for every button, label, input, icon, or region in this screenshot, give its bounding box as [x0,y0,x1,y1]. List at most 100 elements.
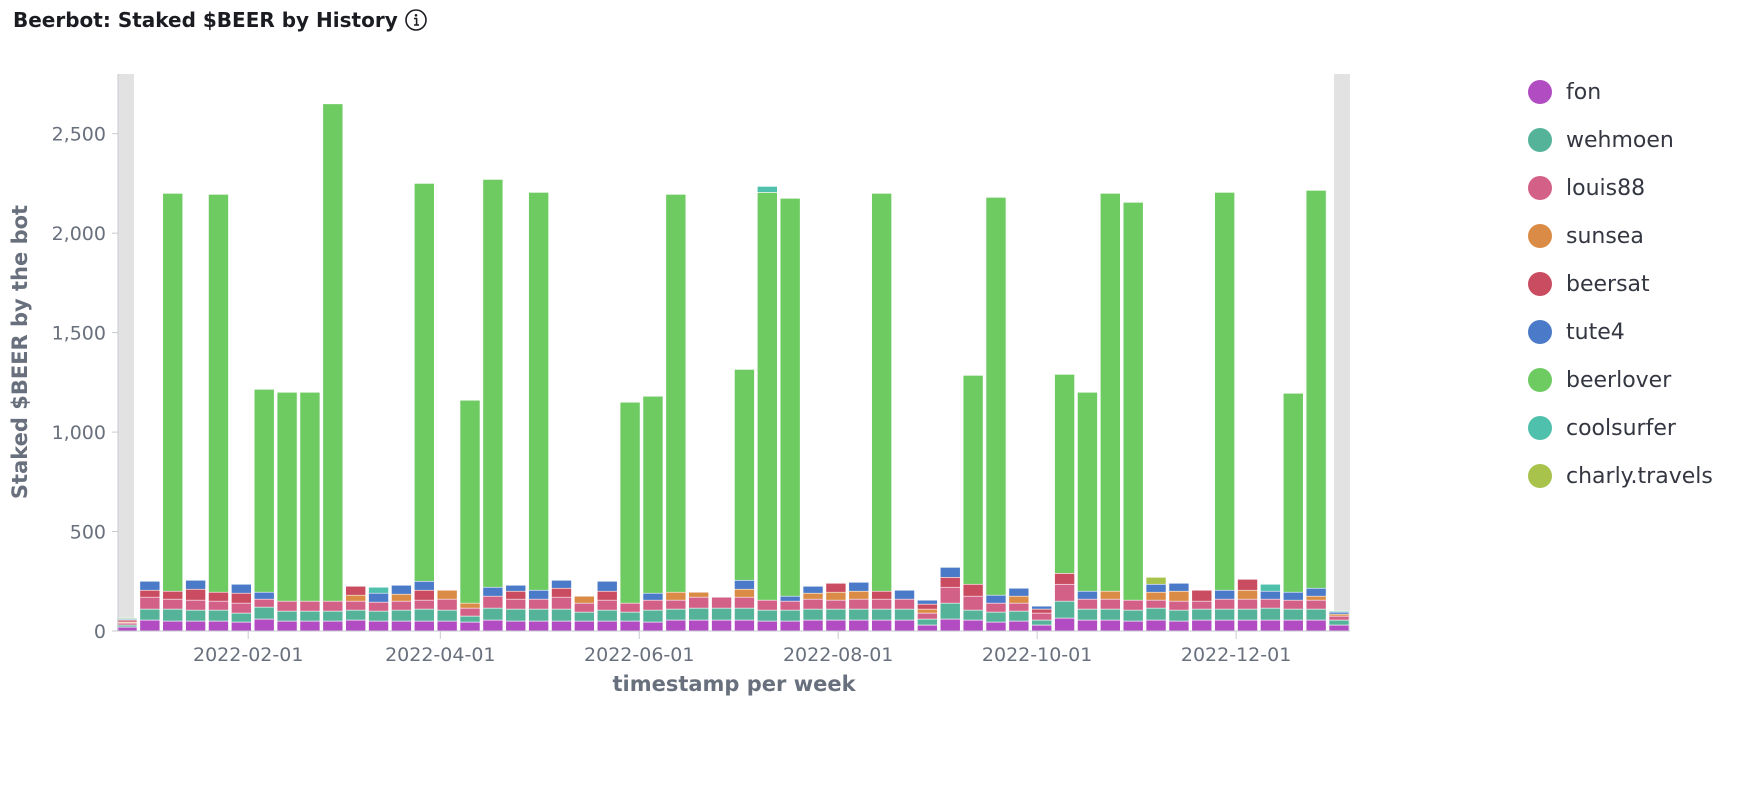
bar-segment-tute4[interactable] [985,594,1007,604]
bar-segment-beerlover[interactable] [1054,374,1075,574]
bar-segment-louis88[interactable] [276,600,298,612]
bar-segment-fon[interactable] [642,621,664,632]
bar-segment-wehmoen[interactable] [1031,619,1053,626]
bar-segment-louis88[interactable] [505,598,527,610]
bar-segment-louis88[interactable] [917,612,938,620]
bar-segment-beerlover[interactable] [528,192,549,591]
bar-segment-louis88[interactable] [596,599,618,611]
bar-segment-louis88[interactable] [939,586,961,604]
bar-segment-tute4[interactable] [779,595,801,602]
bar-segment-beersat[interactable] [871,590,892,600]
bar-segment-beersat[interactable] [939,576,961,588]
bar-segment-beerlover[interactable] [1122,202,1144,601]
bar-segment-louis88[interactable] [1077,598,1098,610]
bar-segment-sunsea[interactable] [1145,591,1167,601]
bar-segment-louis88[interactable] [1100,598,1121,610]
bar-segment-tute4[interactable] [139,580,161,591]
bar-segment-fon[interactable] [985,621,1007,632]
bar-segment-wehmoen[interactable] [1214,608,1235,621]
bar-segment-louis88[interactable] [962,595,984,611]
bar-segment-fon[interactable] [413,620,435,632]
bar-segment-sunsea[interactable] [1008,595,1030,604]
bar-segment-beersat[interactable] [962,583,984,597]
bar-segment-beerlover[interactable] [985,197,1007,596]
bar-segment-beerlover[interactable] [276,391,298,602]
bar-segment-fon[interactable] [391,620,412,632]
bar-segment-wehmoen[interactable] [162,608,184,622]
bar-segment-wehmoen[interactable] [459,615,481,623]
bar-segment-beerlover[interactable] [1305,190,1327,589]
bar-segment-louis88[interactable] [1214,598,1235,610]
bar-segment-louis88[interactable] [436,598,458,611]
bar-segment-louis88[interactable] [1054,583,1075,602]
bar-segment-fon[interactable] [939,618,961,632]
bar-segment-fon[interactable] [711,619,732,632]
legend-item-fon[interactable]: fon [1528,68,1713,116]
bar-segment-tute4[interactable] [734,579,755,590]
bar-segment-louis88[interactable] [231,602,252,614]
bar-segment-louis88[interactable] [1122,599,1144,611]
bar-segment-louis88[interactable] [1282,599,1304,610]
bar-segment-beerlover[interactable] [482,179,504,588]
bar-segment-wehmoen[interactable] [368,610,389,622]
bar-segment-fon[interactable] [436,620,458,632]
bar-segment-tute4[interactable] [1168,582,1190,592]
bar-segment-louis88[interactable] [734,596,755,609]
bar-segment-louis88[interactable] [802,598,824,610]
bar-segment-wehmoen[interactable] [299,610,321,622]
bar-segment-louis88[interactable] [459,607,481,617]
bar-segment-tute4[interactable] [528,589,549,600]
legend-item-wehmoen[interactable]: wehmoen [1528,116,1713,164]
bar-segment-sunsea[interactable] [459,602,481,609]
bar-segment-wehmoen[interactable] [322,610,344,622]
bar-segment-fon[interactable] [551,620,572,632]
bar-segment-tute4[interactable] [1282,591,1304,601]
bar-segment-sunsea[interactable] [917,608,938,614]
bar-segment-beersat[interactable] [505,590,527,600]
bar-segment-wehmoen[interactable] [802,608,824,621]
bar-segment-wehmoen[interactable] [848,608,870,621]
bar-segment-coolsurfer[interactable] [368,586,389,594]
bar-segment-louis88[interactable] [1168,600,1190,611]
bar-segment-louis88[interactable] [665,599,687,610]
bar-segment-fon[interactable] [299,620,321,632]
bar-segment-wehmoen[interactable] [1077,608,1098,621]
bar-segment-sunsea[interactable] [574,595,595,604]
bar-segment-louis88[interactable] [574,602,595,613]
bar-segment-fon[interactable] [779,620,801,632]
bar-segment-fon[interactable] [345,619,366,632]
bar-segment-wehmoen[interactable] [665,608,687,621]
bar-segment-beerlover[interactable] [162,193,184,592]
bar-segment-sunsea[interactable] [1305,595,1327,601]
bar-segment-wehmoen[interactable] [711,607,732,621]
bar-segment-sunsea[interactable] [688,591,709,598]
bar-segment-wehmoen[interactable] [551,608,572,622]
bar-segment-beerlover[interactable] [322,103,344,602]
bar-segment-tute4[interactable] [848,581,870,592]
bar-segment-louis88[interactable] [391,600,412,611]
bar-segment-fon[interactable] [619,620,641,632]
bar-segment-louis88[interactable] [345,600,366,611]
bar-segment-fon[interactable] [1282,619,1304,632]
bar-segment-louis88[interactable] [1008,602,1030,612]
legend-item-sunsea[interactable]: sunsea [1528,212,1713,260]
bar-segment-wehmoen[interactable] [505,608,527,622]
bar-segment-sunsea[interactable] [665,591,687,601]
bar-segment-beerlover[interactable] [116,617,138,620]
bar-segment-louis88[interactable] [139,596,161,610]
bar-segment-fon[interactable] [459,621,481,632]
bar-segment-wehmoen[interactable] [1282,608,1304,621]
bar-segment-beersat[interactable] [1031,608,1053,614]
legend-item-beerlover[interactable]: beerlover [1528,356,1713,404]
bar-segment-louis88[interactable] [413,599,435,610]
bar-segment-fon[interactable] [1031,624,1053,632]
bar-segment-tute4[interactable] [1031,605,1053,610]
bar-segment-wehmoen[interactable] [1122,609,1144,622]
bar-segment-fon[interactable] [574,620,595,632]
bar-segment-wehmoen[interactable] [917,618,938,626]
bar-segment-wehmoen[interactable] [642,609,664,623]
bar-segment-fon[interactable] [208,620,229,632]
bar-segment-tute4[interactable] [596,580,618,592]
bar-segment-wehmoen[interactable] [185,609,206,622]
bar-segment-tute4[interactable] [894,589,915,600]
